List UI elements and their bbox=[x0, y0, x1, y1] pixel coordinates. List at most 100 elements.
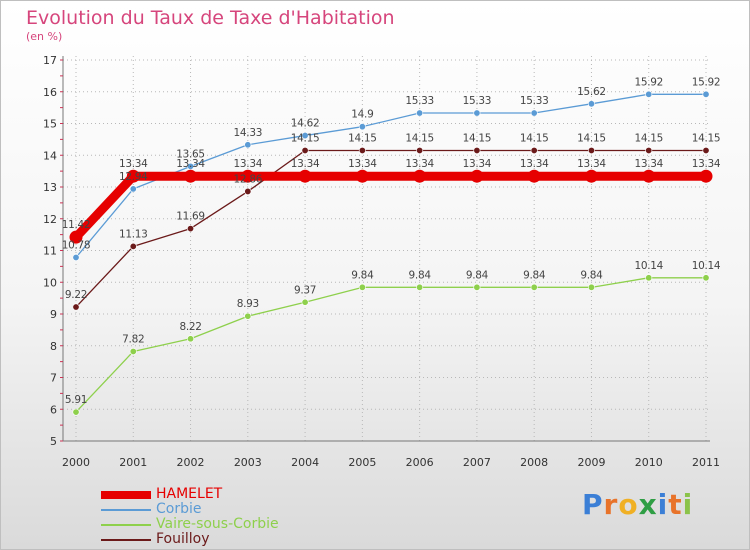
data-label-hamelet: 13.34 bbox=[692, 158, 721, 170]
logo-letter: x bbox=[638, 488, 658, 521]
data-point-corbie bbox=[473, 109, 481, 117]
data-label-fouilloy: 14.15 bbox=[291, 132, 320, 144]
data-point-corbie bbox=[702, 90, 710, 98]
data-label-fouilloy: 14.15 bbox=[463, 132, 492, 144]
y-tick-label-11: 11 bbox=[43, 245, 57, 258]
data-point-corbie bbox=[587, 100, 595, 108]
logo-letter: r bbox=[603, 488, 619, 521]
data-point-hamelet bbox=[69, 230, 83, 244]
data-label-corbie: 13.65 bbox=[176, 148, 205, 160]
data-label-fouilloy: 14.15 bbox=[520, 132, 549, 144]
data-label-vaire-sous-corbie: 9.84 bbox=[351, 269, 374, 281]
data-point-vaire-sous-corbie bbox=[72, 408, 80, 416]
x-tick-label-2007: 2007 bbox=[463, 456, 491, 469]
data-point-vaire-sous-corbie bbox=[244, 312, 252, 320]
data-point-fouilloy bbox=[72, 303, 80, 311]
data-label-fouilloy: 9.22 bbox=[65, 289, 87, 301]
y-tick-label-14: 14 bbox=[43, 149, 57, 162]
data-point-vaire-sous-corbie bbox=[530, 283, 538, 291]
data-label-hamelet: 13.34 bbox=[405, 158, 434, 170]
data-label-fouilloy: 14.15 bbox=[405, 132, 434, 144]
logo-letter: i bbox=[657, 488, 669, 521]
data-label-vaire-sous-corbie: 7.82 bbox=[122, 333, 144, 345]
data-label-hamelet: 13.34 bbox=[291, 158, 320, 170]
y-tick-label-12: 12 bbox=[43, 213, 57, 226]
data-point-fouilloy bbox=[645, 146, 653, 154]
data-point-hamelet bbox=[298, 169, 312, 183]
unit-label: (en %) bbox=[26, 30, 63, 43]
data-point-hamelet bbox=[584, 169, 598, 183]
data-point-fouilloy bbox=[358, 146, 366, 154]
data-label-hamelet: 13.34 bbox=[520, 158, 549, 170]
data-point-fouilloy bbox=[187, 225, 195, 233]
data-point-vaire-sous-corbie bbox=[473, 283, 481, 291]
x-tick-label-2009: 2009 bbox=[577, 456, 605, 469]
y-tick-label-8: 8 bbox=[50, 340, 57, 353]
data-label-hamelet: 13.34 bbox=[234, 158, 263, 170]
data-label-hamelet: 13.34 bbox=[577, 158, 606, 170]
data-label-hamelet: 13.34 bbox=[176, 158, 205, 170]
x-tick-label-2011: 2011 bbox=[692, 456, 720, 469]
y-tick-label-7: 7 bbox=[50, 372, 57, 385]
data-label-vaire-sous-corbie: 9.37 bbox=[294, 284, 316, 296]
x-tick-label-2001: 2001 bbox=[119, 456, 147, 469]
data-point-hamelet bbox=[699, 169, 713, 183]
legend-label-vaire-sous-corbie: Vaire-sous-Corbie bbox=[156, 516, 279, 532]
data-label-vaire-sous-corbie: 9.84 bbox=[580, 269, 603, 281]
data-point-corbie bbox=[416, 109, 424, 117]
data-point-fouilloy bbox=[587, 146, 595, 154]
legend-swatch-vaire-sous-corbie bbox=[101, 524, 151, 526]
series-line-corbie bbox=[75, 93, 707, 259]
data-label-vaire-sous-corbie: 5.91 bbox=[65, 394, 87, 406]
data-label-corbie: 15.33 bbox=[405, 95, 434, 107]
data-point-corbie bbox=[645, 90, 653, 98]
data-label-vaire-sous-corbie: 9.84 bbox=[466, 269, 489, 281]
data-label-corbie: 15.92 bbox=[634, 76, 663, 88]
x-tick-label-2010: 2010 bbox=[635, 456, 663, 469]
data-point-fouilloy bbox=[702, 146, 710, 154]
data-label-fouilloy: 14.15 bbox=[348, 132, 377, 144]
data-label-hamelet: 13.34 bbox=[348, 158, 377, 170]
x-tick-label-2006: 2006 bbox=[406, 456, 434, 469]
data-point-hamelet bbox=[413, 169, 427, 183]
data-point-vaire-sous-corbie bbox=[587, 283, 595, 291]
y-tick-label-10: 10 bbox=[43, 276, 57, 289]
y-tick-label-16: 16 bbox=[43, 86, 57, 99]
data-point-fouilloy bbox=[416, 146, 424, 154]
data-point-corbie bbox=[530, 109, 538, 117]
data-point-vaire-sous-corbie bbox=[702, 274, 710, 282]
legend-swatch-fouilloy bbox=[101, 539, 151, 541]
data-point-hamelet bbox=[126, 169, 140, 183]
data-label-fouilloy: 14.15 bbox=[692, 132, 721, 144]
x-tick-label-2005: 2005 bbox=[348, 456, 376, 469]
legend-label-fouilloy: Fouilloy bbox=[156, 531, 210, 547]
series-line-fouilloy bbox=[75, 149, 707, 308]
data-point-fouilloy bbox=[244, 187, 252, 195]
data-label-hamelet: 11.42 bbox=[62, 219, 91, 231]
data-point-hamelet bbox=[470, 169, 484, 183]
data-label-fouilloy: 14.15 bbox=[577, 132, 606, 144]
legend-label-corbie: Corbie bbox=[156, 501, 202, 517]
data-point-fouilloy bbox=[473, 146, 481, 154]
data-label-vaire-sous-corbie: 8.22 bbox=[179, 321, 201, 333]
legend-swatch-hamelet bbox=[101, 491, 151, 499]
data-point-hamelet bbox=[241, 169, 255, 183]
y-tick-label-17: 17 bbox=[43, 54, 57, 67]
data-label-fouilloy: 14.15 bbox=[634, 132, 663, 144]
series-line-hamelet bbox=[71, 171, 711, 242]
y-tick-label-13: 13 bbox=[43, 181, 57, 194]
x-tick-label-2002: 2002 bbox=[177, 456, 205, 469]
data-label-hamelet: 13.34 bbox=[463, 158, 492, 170]
data-point-vaire-sous-corbie bbox=[416, 283, 424, 291]
data-label-vaire-sous-corbie: 9.84 bbox=[523, 269, 546, 281]
data-point-fouilloy bbox=[530, 146, 538, 154]
data-label-vaire-sous-corbie: 9.84 bbox=[409, 269, 432, 281]
logo-letter: t bbox=[668, 488, 683, 521]
y-tick-label-15: 15 bbox=[43, 118, 57, 131]
legend-swatch-corbie bbox=[101, 509, 151, 511]
y-tick-label-6: 6 bbox=[50, 403, 57, 416]
legend-label-hamelet: HAMELET bbox=[156, 486, 223, 502]
x-tick-label-2008: 2008 bbox=[520, 456, 548, 469]
data-point-corbie bbox=[187, 162, 195, 170]
